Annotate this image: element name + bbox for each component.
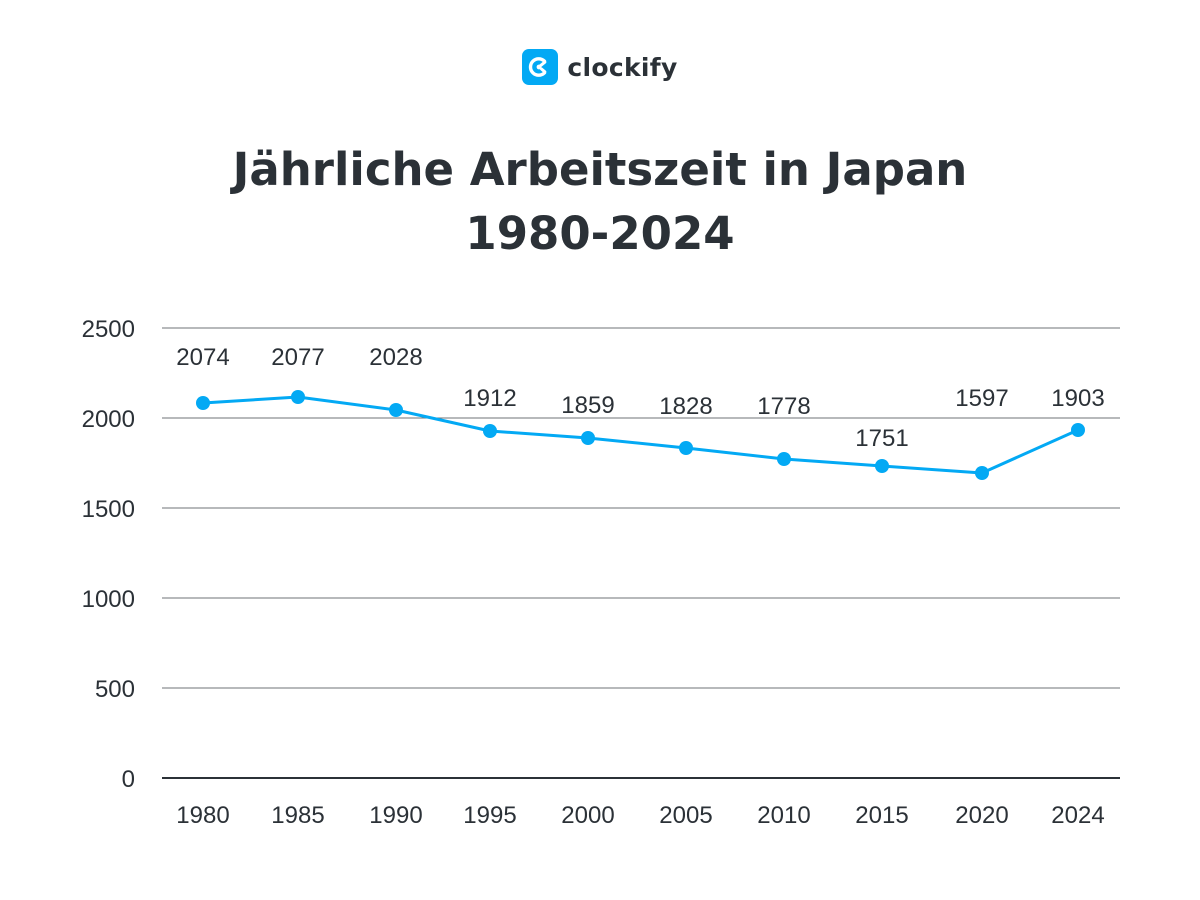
data-label: 1751 [855, 425, 908, 452]
x-tick-label: 1995 [463, 802, 516, 829]
data-label: 2077 [271, 344, 324, 371]
series-group [196, 390, 1085, 480]
x-tick-label: 2024 [1051, 802, 1104, 829]
data-label: 1903 [1051, 385, 1104, 412]
data-point [483, 424, 497, 438]
y-axis-ticks: 0 500 1000 1500 2000 2500 [82, 316, 135, 793]
y-tick-label: 500 [95, 676, 135, 703]
x-tick-label: 1990 [369, 802, 422, 829]
data-labels: 2074 2077 2028 1912 1859 1828 1778 1751 1597 1903 [176, 344, 1104, 452]
chart-title-line: Jährliche Arbeitszeit in Japan [232, 143, 968, 196]
x-tick-label: 2010 [757, 802, 810, 829]
data-label: 1778 [757, 393, 810, 420]
x-tick-label: 2020 [955, 802, 1008, 829]
data-label: 1859 [561, 392, 614, 419]
y-tick-label: 2000 [82, 406, 135, 433]
data-label: 1828 [659, 393, 712, 420]
brand-name: clockify [567, 52, 678, 82]
x-tick-label: 2000 [561, 802, 614, 829]
x-tick-label: 2005 [659, 802, 712, 829]
data-point [291, 390, 305, 404]
data-point [581, 431, 595, 445]
data-label: 2028 [369, 344, 422, 371]
y-tick-label: 0 [122, 766, 135, 793]
data-label: 1912 [463, 385, 516, 412]
data-point [1071, 423, 1085, 437]
grid-lines [162, 327, 1120, 779]
y-tick-label: 1000 [82, 586, 135, 613]
x-tick-label: 1985 [271, 802, 324, 829]
y-tick-label: 1500 [82, 496, 135, 523]
data-point [875, 459, 889, 473]
x-axis-ticks: 1980 1985 1990 1995 2000 2005 2010 2015 2020 2024 [176, 802, 1104, 829]
data-point [777, 452, 791, 466]
y-tick-label: 2500 [82, 316, 135, 343]
data-label: 1597 [955, 385, 1008, 412]
data-point [196, 396, 210, 410]
chart-title: Jährliche Arbeitszeit in Japan 1980-2024 [0, 138, 1200, 266]
series-line [202, 395, 1079, 475]
chart-subtitle-line: 1980-2024 [465, 207, 735, 260]
clockify-logo-icon [522, 49, 559, 85]
data-point [389, 403, 403, 417]
data-point [975, 466, 989, 480]
data-label: 2074 [176, 344, 229, 371]
brand: clockify [0, 47, 1200, 87]
x-tick-label: 1980 [176, 802, 229, 829]
x-tick-label: 2015 [855, 802, 908, 829]
data-point [679, 441, 693, 455]
